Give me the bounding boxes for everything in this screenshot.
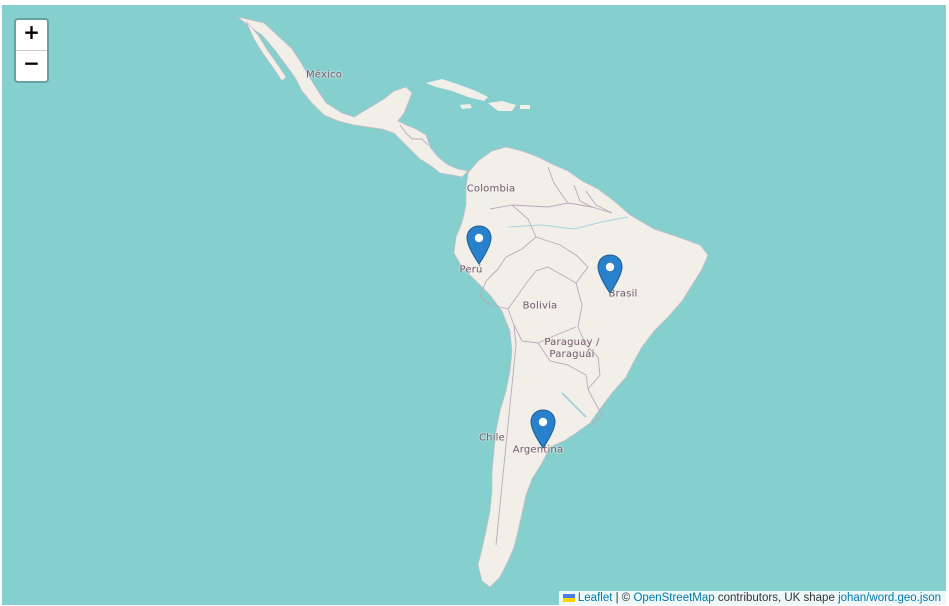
leaflet-link[interactable]: Leaflet <box>577 592 613 604</box>
map-pin-icon <box>530 409 556 449</box>
land-south-america <box>453 146 709 588</box>
land-jamaica <box>460 104 472 109</box>
ukraine-flag-icon <box>562 593 575 602</box>
label-chile: Chile <box>478 432 506 444</box>
attribution-separator: | © <box>615 592 631 604</box>
basemap-tiles <box>237 16 709 588</box>
land-baja-california <box>245 20 287 82</box>
zoom-in-button[interactable]: + <box>16 20 47 51</box>
label-paraguay: Paraguay / Paraguái <box>544 337 600 360</box>
marker-argentina[interactable] <box>530 409 556 449</box>
zoom-out-button[interactable]: − <box>23 51 40 75</box>
land-puerto-rico <box>520 105 530 109</box>
marker-peru[interactable] <box>466 225 492 265</box>
label-mexico: México <box>305 69 343 81</box>
map-container[interactable]: México Colombia Perú Brasil Bolivia Para… <box>2 5 946 605</box>
attribution-text: contributors, UK shape <box>717 592 835 604</box>
geo-json-link[interactable]: johan/word.geo.json <box>838 592 941 604</box>
label-peru: Perú <box>459 264 483 276</box>
label-brasil: Brasil <box>608 288 638 300</box>
label-bolivia: Bolivia <box>522 300 558 312</box>
label-argentina: Argentina <box>512 444 564 456</box>
marker-brasil[interactable] <box>597 254 623 294</box>
map-pin-icon <box>597 254 623 294</box>
label-colombia: Colombia <box>466 183 516 195</box>
land-hispaniola <box>488 101 516 111</box>
country-borders <box>399 124 613 546</box>
land-cuba <box>426 79 488 101</box>
map-pin-icon <box>466 225 492 265</box>
river-amazon <box>507 216 629 230</box>
land-mexico-central-america <box>237 16 469 178</box>
openstreetmap-link[interactable]: OpenStreetMap <box>633 592 715 604</box>
zoom-control: + − <box>14 18 49 83</box>
rio-de-la-plata <box>561 392 587 418</box>
attribution-bar: Leaflet | © OpenStreetMap contributors, … <box>558 591 946 605</box>
